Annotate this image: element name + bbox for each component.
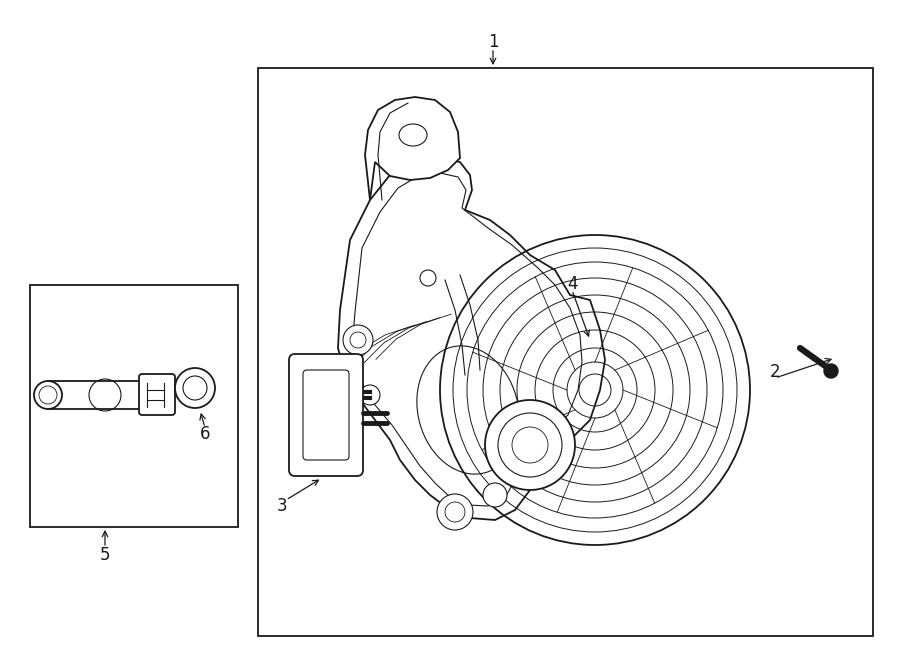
Polygon shape [338,158,605,520]
Circle shape [824,364,838,378]
Polygon shape [365,97,460,200]
Bar [258,68,873,636]
Circle shape [34,381,62,409]
Circle shape [485,400,575,490]
FancyBboxPatch shape [289,354,363,476]
Bar [48,381,143,409]
Circle shape [483,483,507,507]
Text: 3: 3 [276,497,287,515]
Text: 4: 4 [567,275,577,293]
FancyBboxPatch shape [139,374,175,415]
Text: 2: 2 [770,363,780,381]
Circle shape [175,368,215,408]
Circle shape [437,494,473,530]
Text: 1: 1 [488,33,499,51]
Circle shape [183,376,207,400]
Bar [30,285,238,527]
Text: 5: 5 [100,546,110,564]
Text: 6: 6 [200,425,211,443]
Circle shape [343,325,373,355]
Circle shape [360,385,380,405]
Circle shape [420,270,436,286]
